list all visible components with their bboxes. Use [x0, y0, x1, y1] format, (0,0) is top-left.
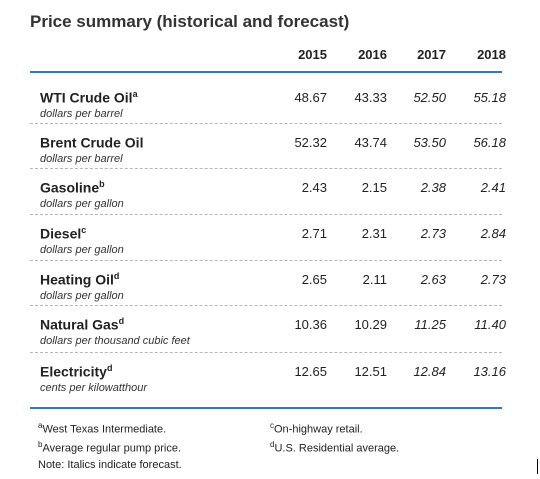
row-separator: [30, 123, 502, 124]
value-cell-2018: 55.18: [473, 90, 506, 105]
table-row: Dieselc dollars per gallon 2.71 2.31 2.73 2.8…: [30, 216, 506, 261]
value-cell-2016: 10.29: [354, 317, 387, 332]
year-header: 2015 2016 2017 2018: [30, 47, 506, 67]
year-2018: 2018: [477, 47, 506, 62]
value-cell-2016: 43.33: [354, 90, 387, 105]
year-2017: 2017: [417, 47, 446, 62]
row-separator: [30, 214, 502, 215]
row-unit: cents per kilowatthour: [40, 382, 147, 394]
row-label: Dieselc: [40, 225, 87, 242]
row-unit: dollars per barrel: [40, 108, 123, 120]
row-label: WTI Crude Oila: [40, 89, 138, 106]
value-cell-2018: 2.84: [480, 226, 506, 241]
row-label: Electricityd: [40, 363, 113, 380]
footer-rule: [30, 407, 502, 409]
row-unit: dollars per gallon: [40, 290, 124, 302]
footnote-b: bAverage regular pump price.: [38, 440, 182, 455]
value-cell-2015: 52.32: [294, 135, 327, 150]
table-row: Natural Gasd dollars per thousand cubic f…: [30, 307, 506, 352]
year-2016: 2016: [358, 47, 387, 62]
row-label: Gasolineb: [40, 179, 105, 196]
forecast-note: Note: Italics indicate forecast.: [38, 459, 182, 471]
value-cell-2018: 13.16: [473, 364, 506, 379]
value-cell-2017: 12.84: [413, 364, 446, 379]
value-cell-2015: 2.43: [301, 180, 327, 195]
row-separator: [30, 305, 502, 306]
value-cell-2015: 2.71: [301, 226, 327, 241]
value-cell-2016: 12.51: [354, 364, 387, 379]
value-cell-2017: 53.50: [413, 135, 446, 150]
value-cell-2016: 2.31: [361, 226, 387, 241]
value-cell-2015: 10.36: [294, 317, 327, 332]
row-unit: dollars per barrel: [40, 153, 123, 165]
text-cursor: [537, 459, 538, 474]
row-separator: [30, 260, 502, 261]
value-cell-2017: 2.38: [420, 180, 446, 195]
table-row: WTI Crude Oila dollars per barrel 48.67 43.…: [30, 80, 506, 125]
row-unit: dollars per thousand cubic feet: [40, 335, 190, 347]
value-cell-2018: 2.73: [480, 272, 506, 287]
header-rule: [30, 71, 502, 73]
table-row: Heating Oild dollars per gallon 2.65 2.11 2.…: [30, 262, 506, 307]
page-title: Price summary (historical and forecast): [30, 12, 350, 31]
row-unit: dollars per gallon: [40, 198, 124, 210]
footnote-d: dU.S. Residential average.: [270, 440, 400, 455]
table-row: Electricityd cents per kilowatthour 12.65 1…: [30, 354, 506, 399]
value-cell-2015: 12.65: [294, 364, 327, 379]
table-row: Gasolineb dollars per gallon 2.43 2.15 2.38 2…: [30, 170, 506, 215]
value-cell-2017: 52.50: [413, 90, 446, 105]
value-cell-2018: 11.40: [474, 317, 506, 332]
value-cell-2015: 48.67: [294, 90, 327, 105]
value-cell-2016: 43.74: [354, 135, 387, 150]
value-cell-2016: 2.15: [361, 180, 387, 195]
value-cell-2018: 2.41: [480, 180, 506, 195]
row-label: Heating Oild: [40, 271, 120, 288]
value-cell-2016: 2.11: [362, 272, 387, 287]
row-label: Natural Gasd: [40, 316, 125, 333]
value-cell-2017: 2.73: [420, 226, 446, 241]
footnote-c: cOn-highway retail.: [270, 421, 363, 436]
value-cell-2017: 2.63: [420, 272, 446, 287]
year-2015: 2015: [298, 47, 327, 62]
row-separator: [30, 352, 502, 353]
row-separator: [30, 168, 502, 169]
value-cell-2015: 2.65: [301, 272, 327, 287]
footnote-a: aWest Texas Intermediate.: [38, 421, 167, 436]
table-row: Brent Crude Oil dollars per barrel 52.32 43…: [30, 125, 506, 170]
value-cell-2018: 56.18: [473, 135, 506, 150]
row-unit: dollars per gallon: [40, 244, 124, 256]
row-label: Brent Crude Oil: [40, 134, 144, 151]
value-cell-2017: 11.25: [414, 317, 446, 332]
